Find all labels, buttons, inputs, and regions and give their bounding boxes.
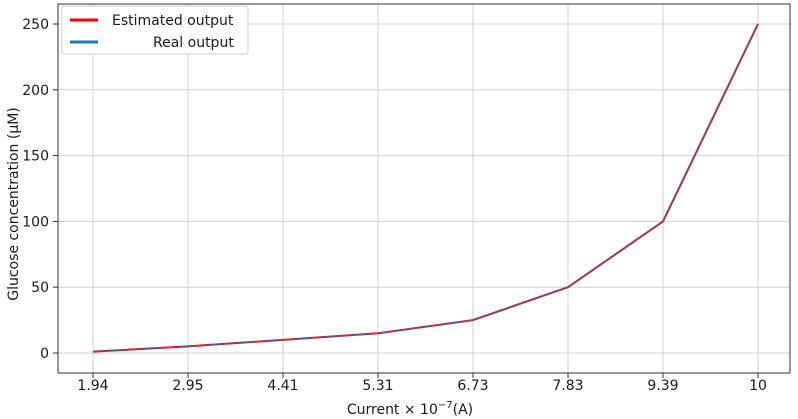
x-tick-label: 1.94 xyxy=(77,378,108,394)
y-tick-label: 150 xyxy=(22,149,49,165)
grid xyxy=(58,4,790,373)
x-tick-label: 9.39 xyxy=(647,378,678,394)
x-tick-label: 5.31 xyxy=(362,378,393,394)
legend-label-estimated: Estimated output xyxy=(112,13,234,29)
y-tick-label: 200 xyxy=(22,83,49,99)
series-lines xyxy=(92,23,759,353)
x-tick-label: 2.95 xyxy=(172,378,203,394)
y-axis-ticks: 0 50 100 150 200 250 xyxy=(22,17,58,362)
y-axis-label: Glucose concentration (μM) xyxy=(6,107,22,301)
x-tick-label: 7.83 xyxy=(552,378,583,394)
plot-frame xyxy=(57,3,791,374)
legend: Estimated output Real output xyxy=(61,5,249,55)
y-tick-label: 50 xyxy=(31,280,49,296)
x-axis-ticks: 1.94 2.95 4.41 5.31 6.73 7.83 9.39 10 xyxy=(77,373,767,394)
x-tick-label: 6.73 xyxy=(457,378,488,394)
legend-box xyxy=(61,5,249,55)
y-tick-label: 0 xyxy=(40,346,49,362)
x-tick-label: 10 xyxy=(749,378,767,394)
x-tick-label: 4.41 xyxy=(267,378,298,394)
series-line-estimated xyxy=(92,23,759,353)
y-tick-label: 250 xyxy=(22,17,49,33)
x-axis-label: Current × 10−7(A) xyxy=(347,400,473,418)
legend-label-real: Real output xyxy=(153,35,234,51)
y-tick-label: 100 xyxy=(22,214,49,230)
series-line-real xyxy=(92,23,759,353)
